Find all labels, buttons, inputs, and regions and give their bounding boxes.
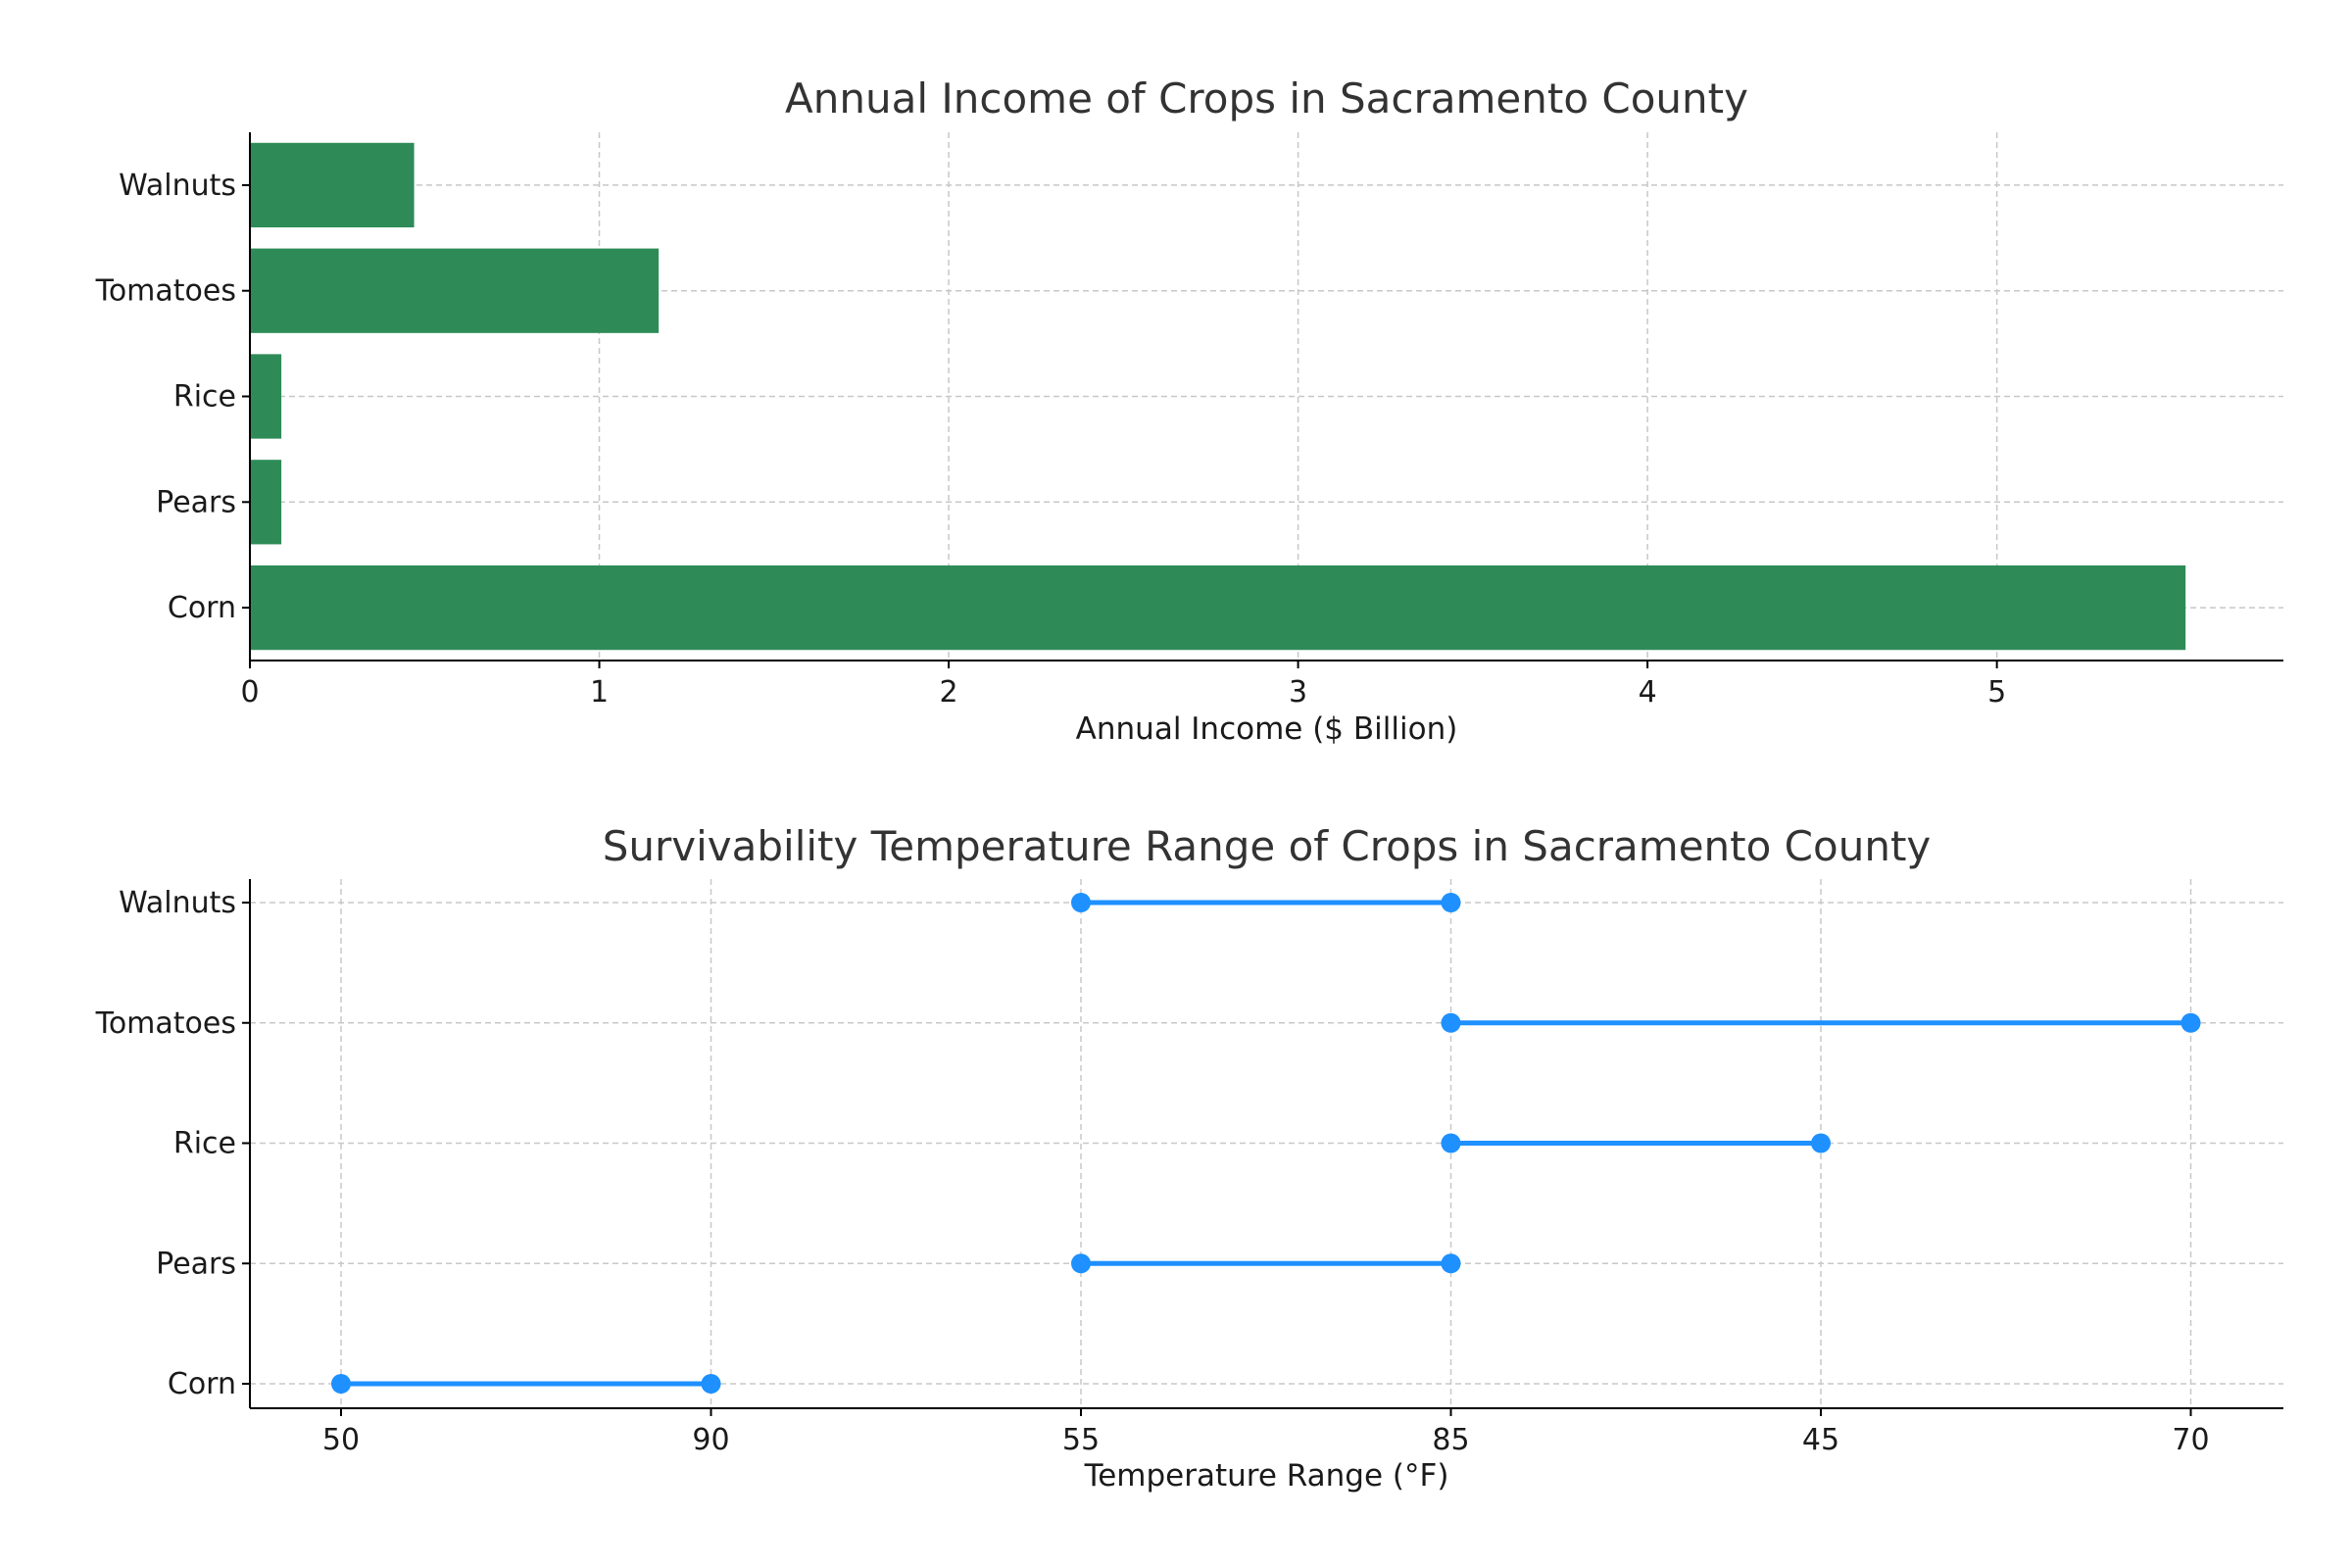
income-bar-tomatoes [250, 248, 660, 333]
income-y-tick-label-corn: Corn [168, 591, 236, 625]
income-bar-corn [250, 564, 2186, 651]
income-x-tick-label-1: 1 [590, 675, 609, 710]
income-x-tick-label-3: 3 [1289, 675, 1307, 710]
income-chart-title: Annual Income of Crops in Sacramento Cou… [785, 74, 1748, 122]
income-x-tick-label-0: 0 [240, 675, 259, 710]
temperature-point-high-pears [1441, 1253, 1461, 1274]
income-x-tick-label-5: 5 [1987, 675, 2006, 710]
income-y-tick-label-walnuts: Walnuts [119, 169, 236, 203]
income-y-tick-label-tomatoes: Tomatoes [95, 274, 236, 309]
temperature-x-tick-label-4: 45 [1802, 1423, 1839, 1457]
temperature-point-low-tomatoes [1441, 1012, 1461, 1033]
temperature-point-low-pears [1071, 1253, 1091, 1274]
temperature-y-tick-label-corn: Corn [168, 1367, 236, 1401]
temperature-point-high-tomatoes [2180, 1012, 2201, 1033]
temperature-point-high-walnuts [1441, 893, 1461, 912]
temperature-point-low-walnuts [1071, 893, 1091, 912]
temperature-grid [250, 879, 2283, 1408]
income-bar-walnuts [250, 142, 415, 228]
income-bar-chart: Annual Income of Crops in Sacramento Cou… [95, 74, 2283, 747]
income-x-tick-label-2: 2 [940, 675, 958, 710]
temperature-x-axis-label: Temperature Range (°F) [1084, 1458, 1449, 1494]
temperature-x-tick-label-0: 50 [322, 1423, 360, 1457]
temperature-chart-title: Survivability Temperature Range of Crops… [603, 822, 1932, 870]
temperature-point-high-rice [1811, 1133, 1831, 1153]
temperature-range-marks [331, 893, 2201, 1394]
temperature-range-chart: Survivability Temperature Range of Crops… [95, 822, 2283, 1494]
income-x-tick-label-4: 4 [1639, 675, 1657, 710]
temperature-point-low-corn [331, 1374, 351, 1394]
temperature-y-tick-label-rice: Rice [173, 1127, 236, 1161]
temperature-x-tick-label-3: 85 [1432, 1423, 1469, 1457]
temperature-point-high-corn [701, 1374, 721, 1394]
income-y-tick-label-pears: Pears [156, 485, 236, 519]
temperature-y-tick-label-tomatoes: Tomatoes [95, 1006, 236, 1041]
temperature-x-tick-label-2: 55 [1062, 1423, 1100, 1457]
temperature-x-tick-label-5: 70 [2172, 1423, 2209, 1457]
income-axes: 0 1 2 3 4 5 Corn Pears Rice Tomatoes Walnuts [95, 132, 2283, 710]
temperature-y-tick-label-walnuts: Walnuts [119, 886, 236, 920]
temperature-x-tick-label-1: 90 [692, 1423, 729, 1457]
income-bar-pears [250, 460, 282, 545]
temperature-y-tick-label-pears: Pears [156, 1247, 236, 1281]
temperature-axes: 50 90 55 85 45 70 Corn Pears Rice Tomatoes Walnuts [95, 879, 2283, 1457]
income-bar-rice [250, 354, 282, 439]
temperature-point-low-rice [1441, 1133, 1461, 1153]
income-bars [250, 142, 2186, 651]
income-y-tick-label-rice: Rice [173, 380, 236, 415]
income-x-axis-label: Annual Income ($ Billion) [1076, 711, 1458, 747]
